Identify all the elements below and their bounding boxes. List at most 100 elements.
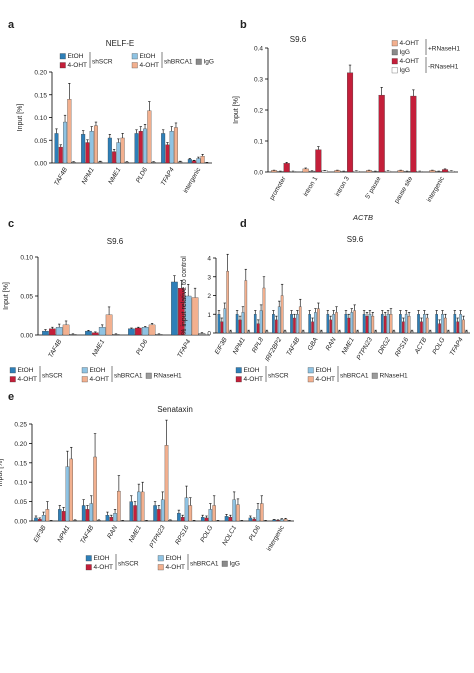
- bar-b: [442, 170, 448, 172]
- category-label-c: NME1: [91, 338, 106, 357]
- category-label-d: TAF4B: [285, 336, 301, 357]
- bar-a: [201, 156, 205, 163]
- category-label-a: NME1: [107, 166, 122, 185]
- bar-a: [72, 162, 76, 163]
- bar-e: [249, 518, 252, 521]
- y-tick-label-b: 0.4: [254, 46, 263, 53]
- bar-e: [273, 520, 276, 521]
- bar-e: [153, 505, 156, 521]
- bar-e: [177, 513, 180, 521]
- bar-d: [390, 314, 392, 333]
- bar-b: [278, 171, 284, 172]
- bar-d: [408, 316, 410, 333]
- legend-label-e: 4-OHT: [94, 564, 114, 571]
- bar-d: [290, 314, 292, 333]
- y-tick-label-e: 0.20: [14, 441, 27, 448]
- category-label-e: EIF3B: [33, 524, 48, 544]
- bar-d: [423, 314, 425, 333]
- y-tick-label-e: 0.25: [14, 422, 27, 429]
- legend-label-a: IgG: [204, 59, 214, 66]
- bar-e: [169, 520, 172, 521]
- category-label-b: 5' pause: [364, 175, 382, 200]
- bar-d: [242, 312, 244, 333]
- category-label-c: TFAP4: [176, 338, 192, 359]
- bar-a: [178, 162, 182, 163]
- bar-a: [86, 143, 90, 163]
- bar-e: [253, 519, 256, 521]
- y-axis-label-d: % input relative to control: [181, 256, 188, 335]
- legend-swatch-c: [10, 377, 16, 383]
- legend-swatch-c: [82, 377, 88, 383]
- bar-e: [157, 509, 160, 521]
- bar-d: [429, 331, 431, 333]
- category-label-a: NPM1: [81, 166, 96, 185]
- bar-d: [351, 312, 353, 333]
- bar-e: [82, 505, 85, 521]
- bar-d: [459, 314, 461, 333]
- legend-swatch-c: [10, 368, 16, 374]
- panel-letter-a: a: [8, 19, 15, 31]
- bar-b: [303, 169, 309, 172]
- bar-d: [420, 322, 422, 333]
- legend-label-c: RNaseH1: [154, 373, 183, 380]
- bar-e: [86, 509, 89, 521]
- bar-b: [316, 150, 322, 172]
- bar-e: [189, 505, 192, 521]
- bar-d: [348, 318, 350, 333]
- y-axis-label-b: Input [%]: [233, 96, 240, 124]
- bar-b: [341, 171, 347, 172]
- bar-d: [436, 314, 438, 333]
- bar-d: [345, 314, 347, 333]
- category-label-e: PTPN23: [148, 524, 167, 549]
- category-label-a: intergenic: [182, 166, 203, 195]
- bar-a: [174, 128, 178, 163]
- y-tick-label-b: 0.0: [254, 170, 263, 177]
- bar-e: [42, 515, 45, 521]
- legend-swatch-e: [158, 556, 164, 562]
- bar-c: [171, 282, 177, 335]
- bar-c: [192, 298, 198, 335]
- category-label-a: TAF4B: [53, 166, 69, 187]
- category-label-a: PLD6: [135, 166, 149, 184]
- legend-swatch-a: [60, 54, 66, 60]
- category-label-d: NPM1: [232, 336, 247, 355]
- bar-e: [201, 517, 204, 521]
- category-label-d: NME1: [341, 336, 356, 355]
- bar-a: [94, 126, 98, 163]
- legend-swatch-a: [196, 59, 202, 65]
- legend-group-label-e: shBRCA1: [190, 561, 219, 568]
- bar-d: [227, 271, 229, 333]
- panel-letter-e: e: [8, 391, 14, 403]
- bar-c: [156, 334, 162, 335]
- bar-e: [93, 457, 96, 521]
- legend-group-label-b: -RNaseH1: [428, 64, 459, 71]
- y-tick-label-c: 0.00: [20, 333, 33, 340]
- chart-title-a: NELF-E: [106, 39, 134, 48]
- category-label-b: intergenic: [426, 175, 447, 204]
- bar-c: [56, 327, 62, 335]
- bar-a: [108, 138, 112, 163]
- bar-c: [42, 331, 48, 335]
- bar-d: [254, 314, 256, 333]
- category-label-e: RAN: [106, 524, 119, 540]
- category-label-e: TAF4B: [79, 524, 95, 545]
- bar-c: [199, 333, 205, 335]
- panel-letter-b: b: [240, 19, 247, 31]
- y-tick-label-b: 0.3: [254, 77, 263, 84]
- bar-d: [384, 316, 386, 333]
- category-label-e: NPM1: [56, 524, 71, 543]
- bar-d: [399, 314, 401, 333]
- bar-e: [209, 509, 212, 521]
- bar-a: [197, 158, 201, 163]
- bar-d: [363, 314, 365, 333]
- legend-label-d: EtOH: [316, 367, 332, 374]
- y-tick-label-e: 0.05: [14, 499, 27, 506]
- y-tick-label-d: 2: [207, 293, 211, 300]
- bar-d: [272, 314, 274, 333]
- bar-d: [236, 314, 238, 333]
- bar-e: [165, 445, 168, 521]
- bar-c: [106, 315, 112, 335]
- bar-e: [58, 509, 61, 521]
